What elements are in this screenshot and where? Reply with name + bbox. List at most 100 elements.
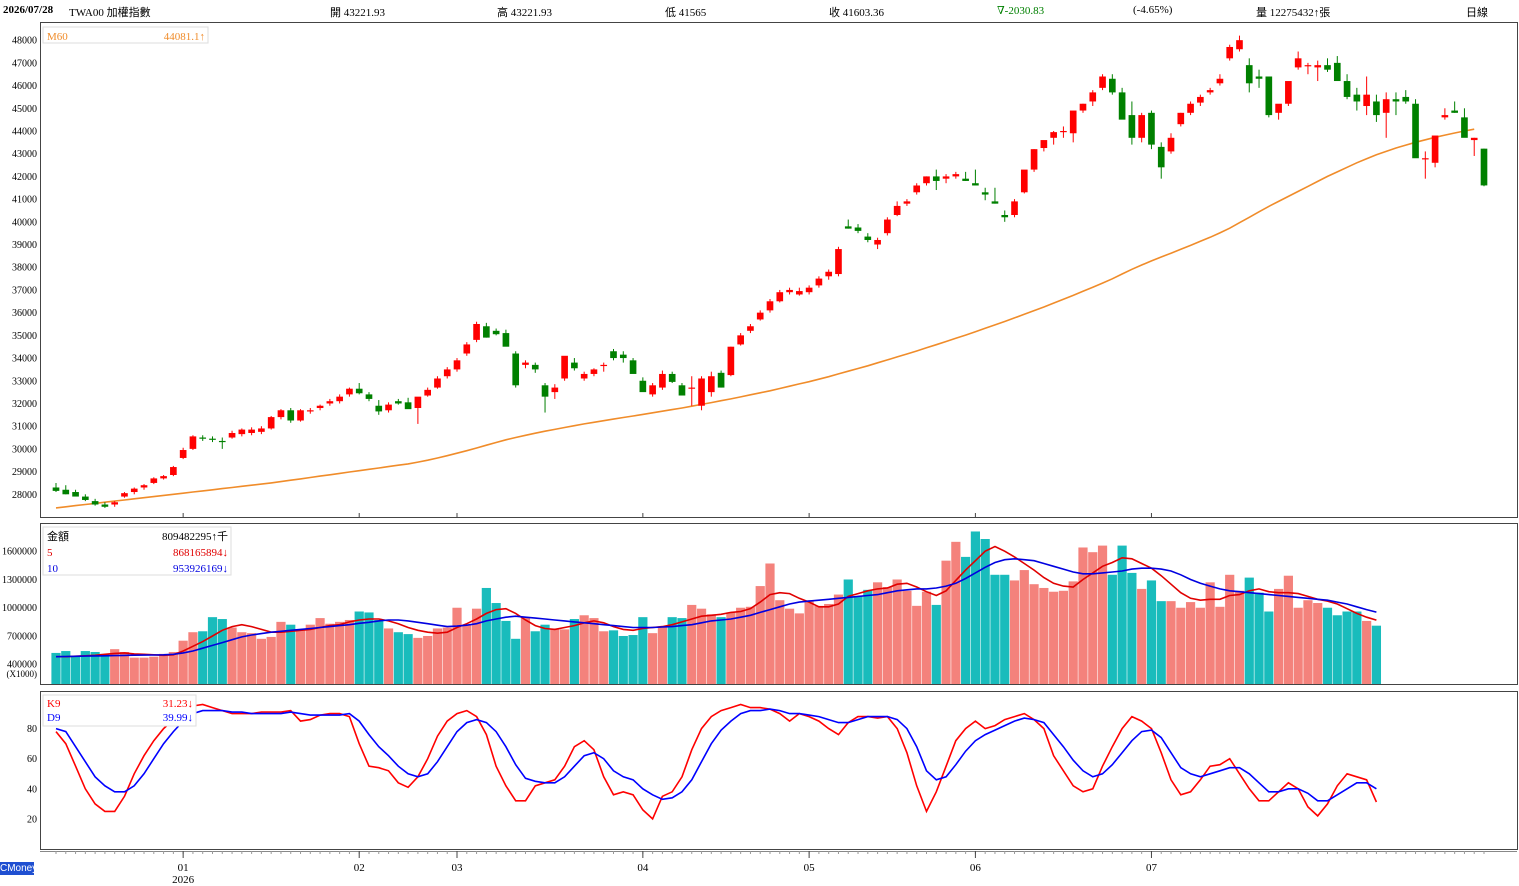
amount-bar [1313,603,1323,684]
amount-bar [305,624,315,684]
amount-bar [1342,611,1352,684]
amount-bar [110,649,120,684]
candle-body [1314,65,1322,68]
d9-line [55,708,1377,802]
candle-body [199,437,207,439]
candle-body [854,227,862,231]
candle-body [756,312,764,320]
candle-body [815,278,823,286]
candle-body [1099,76,1106,88]
candle-body [825,271,833,277]
candle-body [463,344,471,354]
amount-bar [1039,587,1049,684]
amount-bar [628,635,638,684]
kd-axis-tick: 80 [27,724,37,735]
amount-bar [335,621,345,684]
candle-body [1324,65,1331,70]
k9-line [55,703,1378,821]
candle-body [1451,110,1458,113]
amount-bar [1176,607,1186,684]
candle-body [571,362,578,369]
candle-body [258,428,265,432]
amount-legend-value: 809482295↑千 [162,530,228,543]
candle-body [267,417,275,429]
candle-body [531,364,539,370]
amount-bar [354,611,364,684]
amount-bar [775,600,785,684]
candle-body [786,289,793,293]
candle-body [737,335,744,345]
amount-bar [765,563,775,684]
month-label: 01 [178,862,189,874]
candle-body [228,432,236,438]
amount-axis-tick: 1300000 [2,575,37,586]
candle-body [121,493,128,497]
candle-body [913,185,921,193]
m60-legend-value: 44081.1↑ [164,31,205,43]
amount-bar [1058,590,1069,684]
period-label[interactable]: 日線 [1466,7,1488,19]
price-axis-tick: 38000 [12,263,37,274]
candle-body [326,401,334,404]
amount-bar [158,653,169,684]
candle-body [1353,94,1361,102]
month-label: 03 [452,862,464,874]
kd-panel [40,691,1518,850]
amount-bar [736,607,746,684]
amount-bar [70,655,81,684]
candle-body [952,174,960,177]
candle-body [1011,201,1018,216]
candle-body [404,402,412,410]
candle-body [1343,81,1351,97]
candle-body [82,496,89,500]
amount-bar [1264,611,1274,684]
amount-bar [726,612,736,684]
candle-body [1441,115,1449,118]
amount-bar [256,638,266,684]
candle-body [1236,40,1243,50]
amount-bar [227,627,237,684]
amount-bar [100,653,110,684]
m60-legend-box [42,26,209,44]
candle-body [796,291,803,295]
price-axis-tick: 32000 [12,399,37,410]
candle-body [277,410,285,418]
year-label: 2026 [172,874,195,886]
price-axis-tick: 46000 [12,81,37,92]
candle-body [991,201,999,204]
candle-body [932,176,940,181]
candle-body [962,178,969,181]
candle-body [1431,135,1439,163]
amount-bar [1088,552,1098,684]
amount-bar [442,627,452,684]
price-axis-tick: 28000 [12,490,37,501]
candle-body [805,287,813,293]
candle-body [1392,99,1400,102]
amount-bar [198,631,208,684]
m60-line [55,128,1475,509]
month-label: 07 [1146,862,1158,874]
amount-axis-tick: 700000 [7,631,37,642]
amount-bar [1332,615,1342,684]
candle-body [140,485,148,488]
candle-body [629,360,637,374]
candle-body [717,372,725,388]
amount-bar [716,617,726,684]
m60-legend-name: M60 [47,31,68,43]
open-price: 開 43221.93 [330,7,385,19]
candle-body [893,205,901,216]
candle-body [776,292,784,302]
candle-body [385,404,392,411]
amount-bar [1303,600,1313,684]
month-label: 05 [804,862,816,874]
amount-bar [462,624,472,684]
quote-header: 2026/07/28 TWA00 加權指數 開 43221.93 高 43221… [0,0,1519,20]
candle-body [864,236,872,240]
amount-bar [511,638,521,684]
candle-body [1157,146,1165,168]
candle-body [1373,101,1380,116]
amount-bar [237,632,247,684]
candle-body [424,389,431,396]
candle-body [727,346,735,376]
